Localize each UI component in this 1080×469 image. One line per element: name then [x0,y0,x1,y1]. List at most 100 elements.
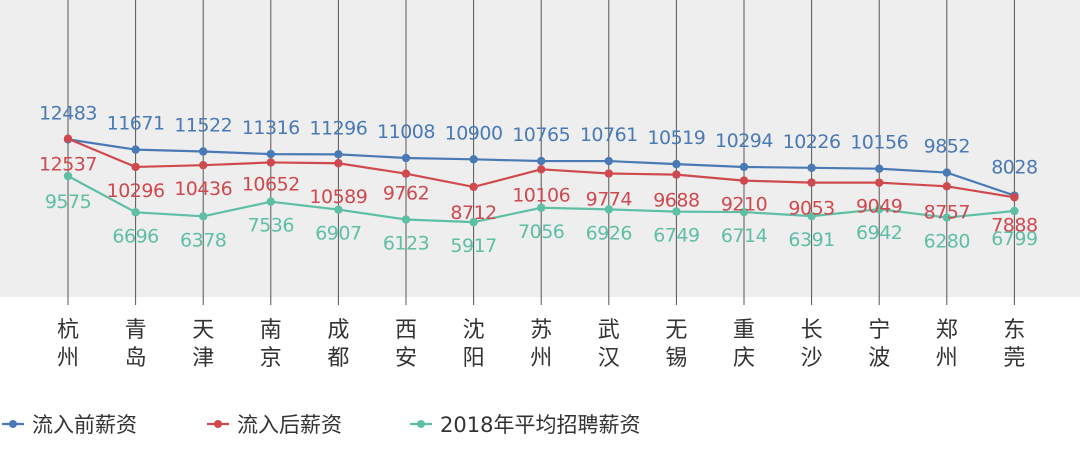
data-point [401,169,411,178]
data-label: 10761 [580,124,638,146]
data-label: 11008 [377,121,435,143]
data-label: 7888 [991,214,1037,236]
data-point [266,197,275,206]
data-label: 6391 [788,229,834,251]
data-label: 10436 [174,178,232,200]
x-tick-label: 庆 [733,346,755,371]
data-label: 9762 [383,183,429,205]
x-tick-label: 州 [936,346,958,371]
data-label: 9774 [586,189,633,211]
x-tick-label: 州 [57,346,79,371]
data-point [199,160,208,170]
data-label: 5917 [450,235,496,257]
data-point [334,150,343,159]
x-tick-label: 宁 [868,318,890,343]
x-tick-label: 都 [327,346,349,371]
data-point [131,208,140,217]
data-label: 10765 [512,124,570,146]
data-label: 9852 [924,136,970,158]
data-point [875,164,884,173]
data-label: 6749 [653,225,699,247]
x-tick-label: 杭 [57,318,79,343]
data-point [942,213,951,222]
plot-background [0,0,1080,297]
data-point [604,205,613,214]
legend-label: 流入后薪资 [237,413,342,437]
x-axis-labels: 杭州 青岛 天津 南京 成都 西安 沈阳 苏州 武汉 无锡 重庆 长沙 宁波 郑州 东莞 [57,318,1025,371]
data-label: 6942 [856,222,902,244]
data-label: 6907 [315,223,361,245]
data-point [199,212,208,221]
data-label: 9053 [788,198,834,220]
legend-label: 流入前薪资 [32,413,137,437]
data-point [334,159,343,168]
data-point [1010,206,1019,216]
data-label: 12483 [39,102,97,124]
x-tick-label: 郑 [936,318,958,343]
data-point [334,205,343,214]
x-tick-label: 东 [1003,318,1025,343]
series-points [63,134,1019,227]
data-label: 9210 [721,194,767,216]
data-point [537,165,546,174]
data-point [266,149,275,159]
data-label: 10519 [647,127,705,149]
x-tick-label: 阳 [463,346,485,371]
data-label: 11296 [309,117,367,139]
x-tick-label: 锡 [665,346,687,371]
data-point [739,176,749,185]
data-point [401,153,411,163]
data-point [131,162,140,172]
data-label: 10652 [242,173,300,195]
data-label: 7056 [518,221,564,243]
data-point [875,178,884,187]
data-point [1010,193,1019,202]
data-point [672,207,681,216]
data-label: 6696 [112,225,158,247]
data-point [807,211,816,221]
x-tick-label: 京 [260,346,282,371]
data-label: 9049 [856,196,902,218]
data-point [266,158,275,167]
data-point [807,178,816,187]
data-label: 11522 [174,114,232,136]
data-point [63,171,73,181]
x-tick-label: 西 [395,318,417,343]
x-tick-label: 苏 [530,318,552,343]
data-label: 10226 [783,131,841,153]
legend-swatch-marker [9,420,17,428]
data-point [942,182,951,191]
data-label: 9688 [653,190,699,212]
x-tick-label: 重 [733,318,755,343]
x-tick-label: 天 [192,318,214,343]
x-tick-label: 汉 [598,346,620,371]
x-tick-label: 沙 [801,346,823,371]
data-label: 8757 [924,201,970,223]
data-point [401,215,411,224]
data-point [604,156,613,166]
data-point [537,156,546,166]
data-label: 6280 [924,231,970,253]
data-point [672,170,681,179]
data-point [199,147,208,156]
data-point [672,159,681,169]
x-tick-label: 青 [125,318,147,343]
data-label: 10296 [107,180,165,202]
x-tick-label: 长 [801,318,823,343]
x-tick-label: 津 [192,346,214,371]
data-label: 10294 [715,130,773,152]
data-label: 10900 [445,122,503,144]
data-point [739,207,749,217]
data-label: 10156 [850,132,908,154]
data-label: 9575 [45,191,91,213]
data-label: 10106 [512,184,570,206]
data-label: 12537 [39,154,97,176]
x-tick-label: 莞 [1003,346,1025,371]
data-label: 6123 [383,233,429,255]
data-label: 10589 [309,186,367,208]
data-point [469,155,478,164]
x-tick-label: 波 [868,346,890,371]
x-tick-label: 安 [395,346,417,371]
legend-label: 2018年平均招聘薪资 [440,413,640,437]
data-label: 6926 [586,222,632,244]
